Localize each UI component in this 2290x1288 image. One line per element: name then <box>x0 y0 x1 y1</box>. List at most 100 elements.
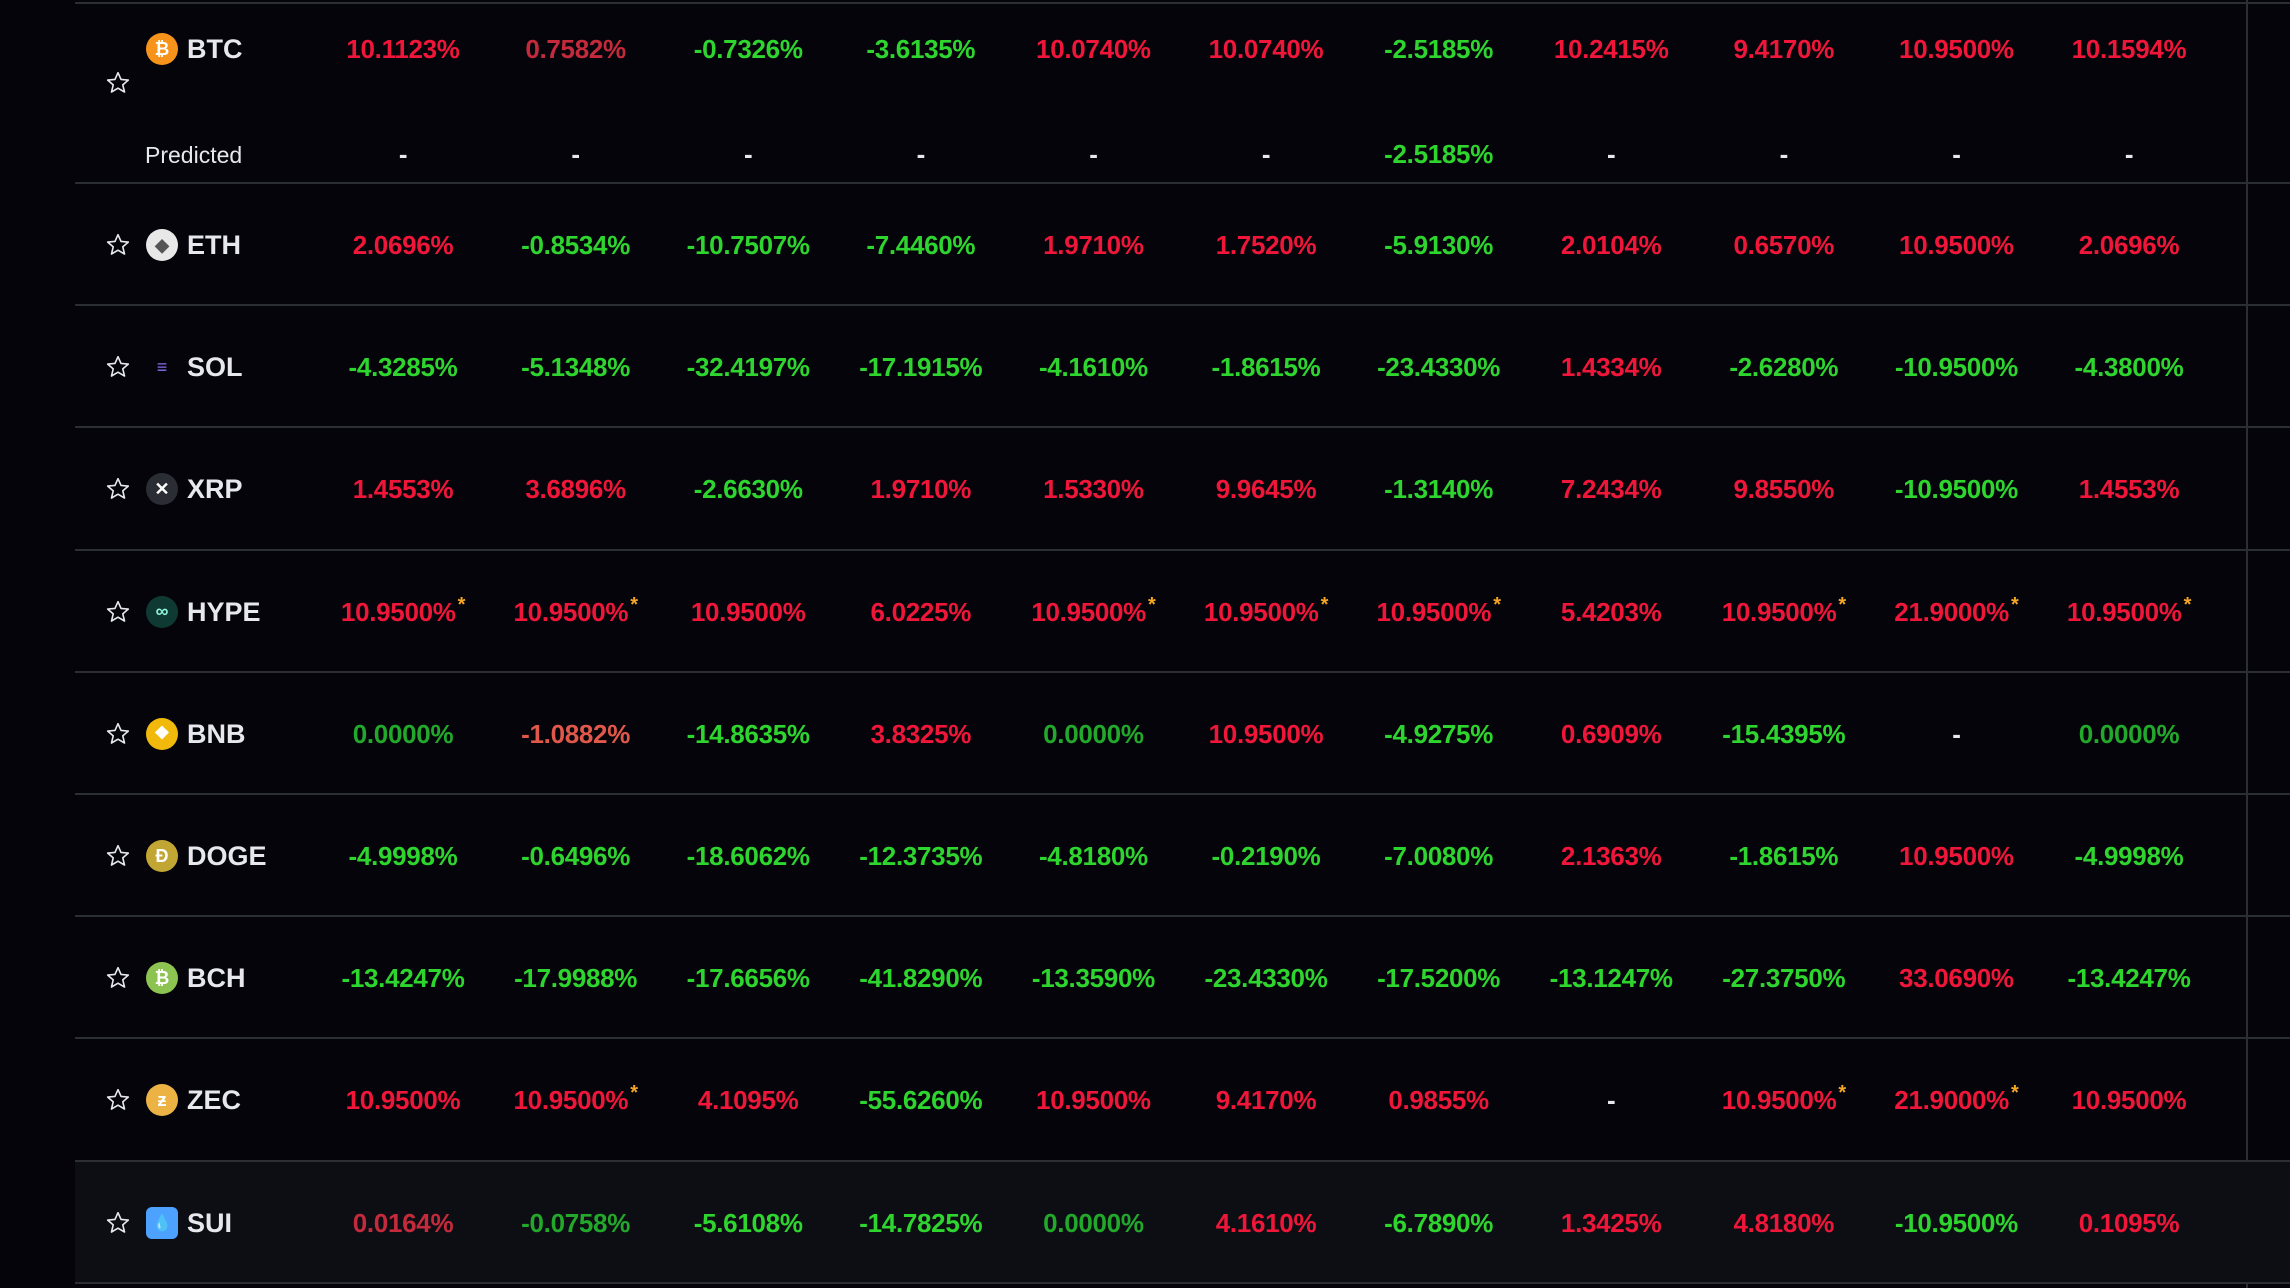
rate-text: -6.7890% <box>1384 1207 1494 1238</box>
rate-value: 1.5330% <box>1007 474 1179 505</box>
hyperliquid-icon: ∞ <box>146 595 178 628</box>
favorite-star-icon[interactable] <box>105 599 131 625</box>
rate-text: -5.1348% <box>521 352 631 383</box>
rate-text: 2.0696% <box>2078 230 2180 261</box>
rate-text: -5.6108% <box>693 1207 803 1238</box>
rate-text: 1.7520% <box>1215 230 1317 261</box>
rate-value: 1.9710% <box>1007 230 1179 261</box>
rate-text: 1.5330% <box>1043 474 1144 505</box>
table-row-doge[interactable]: Ð DOGE -4.9998% -0.6496% -18.6062% -12.3735% -… <box>75 795 2290 918</box>
rate-value: 0.0000% <box>1007 719 1179 750</box>
coin-symbol[interactable]: ETH <box>187 230 241 261</box>
rate-text: 0.1095% <box>2078 1207 2180 1238</box>
coin-symbol[interactable]: SOL <box>187 352 243 383</box>
rate-text: -23.4330% <box>1377 352 1501 383</box>
table-row-bnb[interactable]: ❖ BNB 0.0000% -1.0882% -14.8635% 3.8325% 0.000… <box>75 673 2290 795</box>
rate-text: -13.4247% <box>341 963 465 994</box>
coin-symbol[interactable]: ZEC <box>187 1085 241 1116</box>
empty-value: - <box>317 139 489 170</box>
rate-text: -12.3735% <box>859 841 983 872</box>
rate-value: 10.9500% <box>1870 34 2042 65</box>
favorite-star-icon[interactable] <box>105 70 131 96</box>
asterisk-icon: * <box>1148 593 1156 616</box>
coin-symbol[interactable]: HYPE <box>187 596 261 627</box>
favorite-star-icon[interactable] <box>105 476 131 502</box>
coin-symbol[interactable]: BTC <box>187 34 243 64</box>
rate-value: 1.4334% <box>1525 352 1697 383</box>
rate-text: 21.9000% <box>1894 1085 2009 1116</box>
rate-text: 1.4334% <box>1560 352 1662 383</box>
rate-text: -10.9500% <box>1894 474 2018 505</box>
asterisk-icon: * <box>1493 593 1501 616</box>
table-row-sui[interactable]: 💧 SUI 0.0164% -0.0758% -5.6108% -14.7825% 0.00… <box>75 1161 2290 1284</box>
table-row-hype[interactable]: ∞ HYPE 10.9500% * 10.9500% * 10.9500% 6.0225% 10… <box>75 551 2290 673</box>
rate-value: 10.1123% <box>317 34 489 65</box>
rate-value: -0.8534% <box>490 230 662 261</box>
rate-text: 9.4170% <box>1733 34 1835 64</box>
table-row-btc[interactable]: ₿ BTC 10.1123% 0.7582% -0.7326% -3.6135% 10.07… <box>75 4 2290 184</box>
rate-text: -4.1610% <box>1038 352 1148 383</box>
rate-value: 10.1594% <box>2043 34 2215 65</box>
bnb-icon: ❖ <box>146 717 178 750</box>
rate-value: -3.6135% <box>835 34 1007 65</box>
favorite-star-icon[interactable] <box>105 1210 131 1236</box>
rate-value: 1.9710% <box>835 474 1007 505</box>
favorite-star-icon[interactable] <box>105 232 131 258</box>
coin-symbol[interactable]: BNB <box>187 718 246 749</box>
rate-value: 10.0740% <box>1007 34 1179 65</box>
favorite-star-icon[interactable] <box>105 965 131 991</box>
rate-value: -17.6656% <box>662 963 834 994</box>
bitcoin-cash-icon: ₿ <box>146 962 178 995</box>
rate-value: 0.9855% <box>1353 1085 1525 1116</box>
rate-value: 3.8325% <box>835 719 1007 750</box>
rate-value: 1.4553% <box>2043 474 2215 505</box>
rate-text: 1.9710% <box>870 474 972 505</box>
rate-value: 0.0000% <box>2043 719 2215 750</box>
table-row-sol[interactable]: ≡ SOL -4.3285% -5.1348% -32.4197% -17.1915% -4… <box>75 306 2290 429</box>
rate-value: 10.9500% <box>1870 841 2042 872</box>
rate-text: - <box>1089 139 1098 169</box>
rate-value: -4.9275% <box>1353 719 1525 750</box>
rate-text: -41.8290% <box>859 963 983 994</box>
sui-icon: 💧 <box>146 1206 178 1239</box>
rate-value: 4.1610% <box>1180 1208 1352 1239</box>
rate-value: -14.8635% <box>662 719 834 750</box>
asterisk-icon: * <box>630 593 638 616</box>
rate-value: -18.6062% <box>662 841 834 872</box>
rate-text: -32.4197% <box>686 352 810 383</box>
rate-value: -15.4395% <box>1698 719 1870 750</box>
rate-text: 0.9855% <box>1388 1085 1489 1116</box>
table-row-bch[interactable]: ₿ BCH -13.4247% -17.9988% -17.6656% -41.8290%… <box>75 917 2290 1040</box>
rate-value: 2.0696% <box>2043 230 2215 261</box>
table-row-eth[interactable]: ◆ ETH 2.0696% -0.8534% -10.7507% -7.4460% 1.97… <box>75 184 2290 307</box>
rate-value: -14.7825% <box>835 1208 1007 1239</box>
coin-symbol[interactable]: BCH <box>187 963 246 994</box>
favorite-star-icon[interactable] <box>105 721 131 747</box>
rate-value: 6.0225% <box>835 597 1007 628</box>
rate-value: 0.0000% <box>317 719 489 750</box>
rate-text: -13.1247% <box>1549 963 1673 994</box>
favorite-star-icon[interactable] <box>105 843 131 869</box>
rate-value: -1.3140% <box>1353 474 1525 505</box>
favorite-star-icon[interactable] <box>105 354 131 380</box>
rate-text: - <box>744 139 753 169</box>
rate-text: 4.1610% <box>1215 1207 1317 1238</box>
rate-text: - <box>1607 139 1616 169</box>
table-row-zec[interactable]: ƶ ZEC 10.9500% 10.9500% * 4.1095% -55.6260% 10.… <box>75 1039 2290 1162</box>
rate-value: -4.3800% <box>2043 352 2215 383</box>
dogecoin-icon: Ð <box>146 840 178 873</box>
rate-text: -10.7507% <box>686 230 810 261</box>
coin-symbol[interactable]: DOGE <box>187 841 267 872</box>
rate-text: -18.6062% <box>686 841 810 872</box>
rate-value: 2.0696% <box>317 230 489 261</box>
rate-value: 0.0164% <box>317 1208 489 1239</box>
rate-text: -1.8615% <box>1211 352 1321 383</box>
rate-text: 7.2434% <box>1560 474 1662 505</box>
coin-symbol[interactable]: XRP <box>187 474 243 505</box>
table-row-xrp[interactable]: ✕ XRP 1.4553% 3.6896% -2.6630% 1.9710% 1.5330%… <box>75 428 2290 551</box>
favorite-star-icon[interactable] <box>105 1087 131 1113</box>
rate-value: 10.9500% <box>1870 230 2042 261</box>
rate-text: - <box>1261 139 1271 169</box>
rate-text: -4.3800% <box>2074 352 2184 383</box>
coin-symbol[interactable]: SUI <box>187 1207 233 1238</box>
